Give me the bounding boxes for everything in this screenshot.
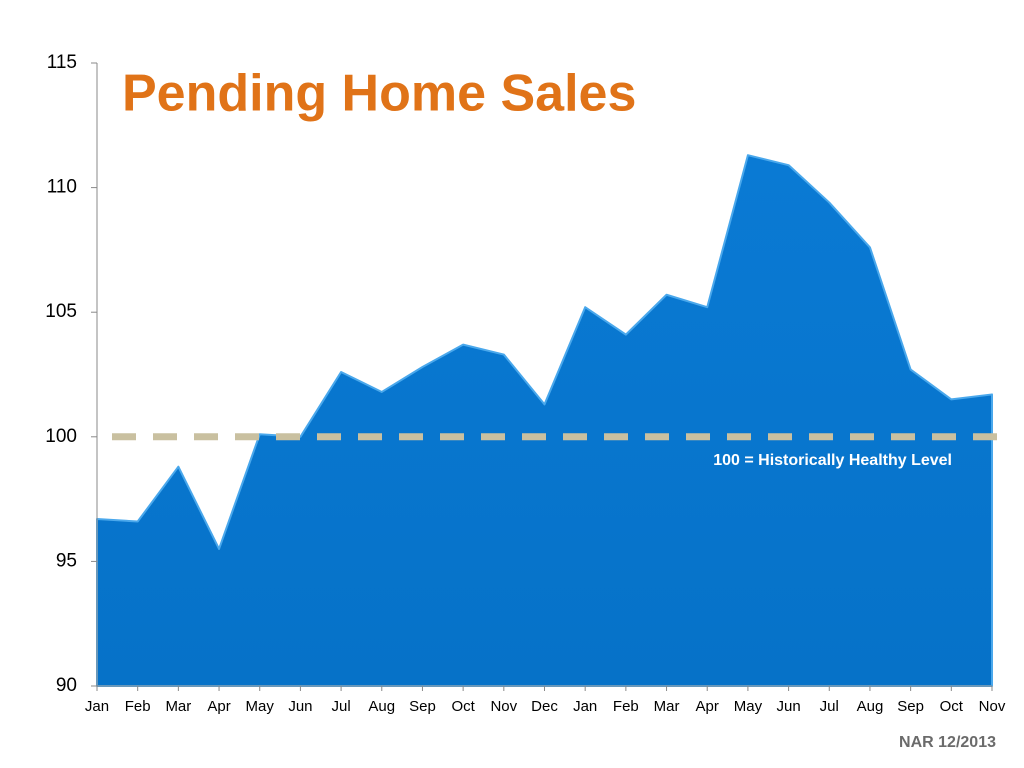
area: [96, 154, 993, 687]
x-tick-label: May: [734, 698, 763, 715]
x-tick-label: Aug: [368, 698, 395, 715]
x-tick-label: Sep: [409, 698, 436, 715]
y-tick-label: 95: [56, 550, 77, 571]
y-tick-label: 115: [47, 52, 77, 73]
x-tick-label: Jan: [85, 698, 109, 715]
y-tick-label: 105: [45, 301, 77, 322]
x-tick-label: Jan: [573, 698, 597, 715]
y-tick-label: 100: [45, 426, 77, 447]
annotation: 100 = Historically Healthy Level: [713, 452, 952, 469]
x-tick-label: Mar: [165, 698, 191, 715]
x-tick-label: Apr: [696, 698, 719, 715]
source: NAR 12/2013: [899, 734, 996, 751]
x-tick-label: Dec: [531, 698, 558, 715]
x-tick-label: Jun: [288, 698, 312, 715]
x-tick-label: Jun: [776, 698, 800, 715]
x-tick-label: Oct: [451, 698, 475, 715]
x-tick-label: Feb: [613, 698, 639, 715]
chart-title: Pending Home Sales: [122, 65, 636, 123]
x-tick-label: Mar: [654, 698, 680, 715]
x-tick-label: Nov: [490, 698, 517, 715]
y-tick-label: 90: [56, 675, 77, 696]
x-tick-label: Aug: [857, 698, 884, 715]
x-tick-label: Jul: [331, 698, 350, 715]
x-tick-label: Jul: [820, 698, 839, 715]
x-tick-label: May: [246, 698, 275, 715]
x-tick-label: Apr: [207, 698, 230, 715]
x-tick-label: Oct: [940, 698, 964, 715]
x-tick-label: Feb: [125, 698, 151, 715]
x-tick-label: Sep: [897, 698, 924, 715]
y-tick-label: 110: [47, 177, 77, 198]
x-tick-label: Nov: [979, 698, 1006, 715]
